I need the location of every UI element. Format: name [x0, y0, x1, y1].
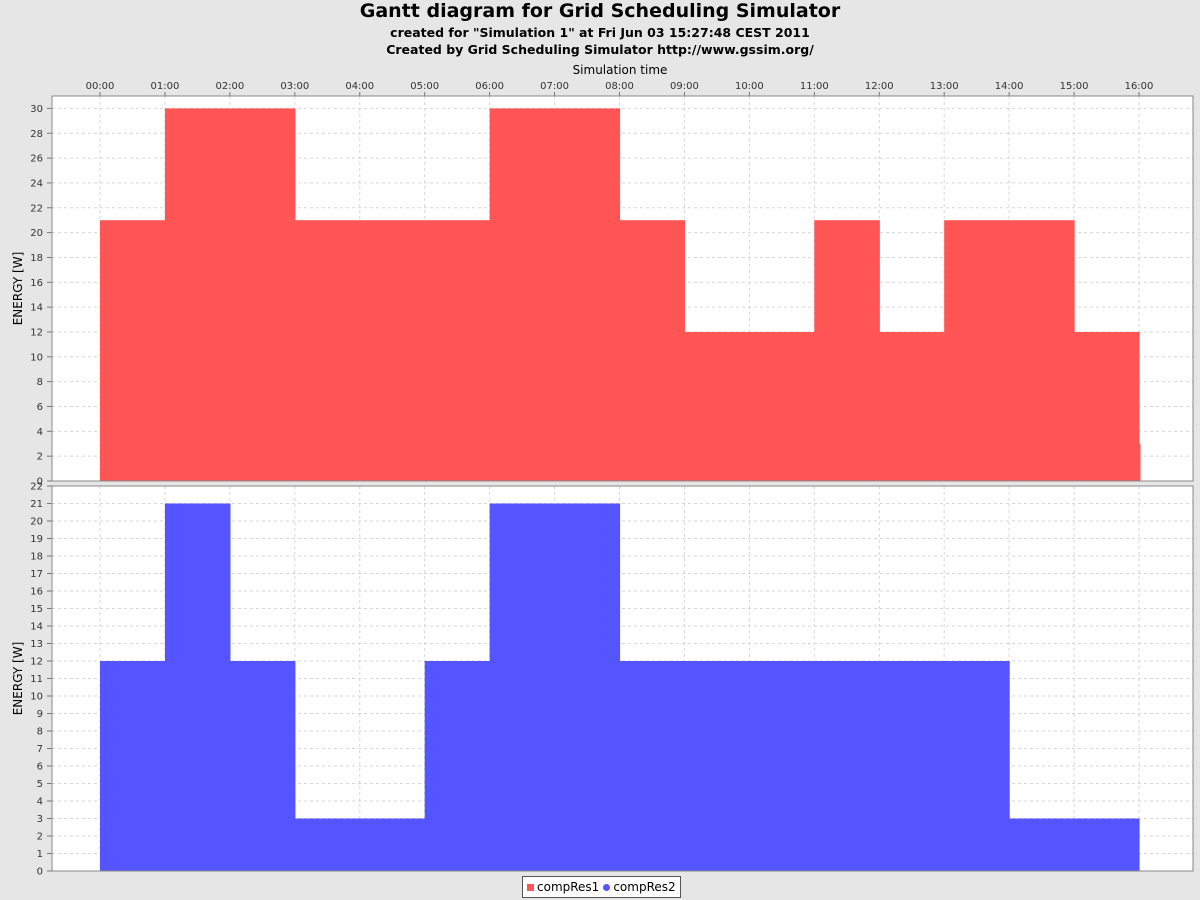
x-tick-label: 05:00 — [410, 81, 439, 92]
y-tick-label: 24 — [30, 178, 43, 189]
y-tick-label: 26 — [30, 154, 43, 165]
y-tick-label: 16 — [30, 278, 43, 289]
data-bar — [619, 220, 686, 481]
x-tick-label: 08:00 — [605, 81, 634, 92]
data-bar — [879, 331, 945, 481]
y-axis-label: ENERGY [W] — [11, 642, 25, 716]
y-tick-label: 12 — [30, 327, 43, 338]
y-tick-label: 3 — [37, 814, 43, 825]
data-bar — [164, 108, 296, 481]
x-tick-label: 13:00 — [930, 81, 959, 92]
x-tick-label: 11:00 — [800, 81, 829, 92]
legend-label-compRes1: compRes1 — [537, 880, 600, 894]
chart-title: Gantt diagram for Grid Scheduling Simula… — [359, 0, 841, 22]
x-tick-label: 01:00 — [151, 81, 180, 92]
legend-label-compRes2: compRes2 — [613, 880, 676, 894]
y-tick-label: 14 — [30, 622, 43, 633]
y-tick-label: 5 — [37, 779, 43, 790]
y-tick-label: 19 — [30, 534, 43, 545]
y-tick-label: 1 — [37, 849, 43, 860]
x-tick-label: 12:00 — [865, 81, 894, 92]
y-tick-label: 0 — [37, 477, 43, 488]
legend: compRes1 compRes2 — [522, 876, 681, 898]
plot-frame — [51, 95, 1194, 482]
y-tick-label: 17 — [30, 569, 43, 580]
data-bar — [944, 220, 1075, 481]
y-tick-label: 20 — [30, 517, 43, 528]
y-tick-label: 22 — [30, 203, 43, 214]
x-tick-label: 06:00 — [475, 81, 504, 92]
data-bar — [1009, 818, 1140, 871]
data-bar — [684, 331, 815, 481]
x-axis-ticks: 00:00 01:00 02:00 03:00 04:00 05:00 06:00 07:00… — [86, 81, 1154, 96]
data-bar-end — [1139, 443, 1141, 481]
x-tick-label: 16:00 — [1125, 81, 1154, 92]
y-tick-label: 10 — [30, 352, 43, 363]
x-tick-label: 10:00 — [735, 81, 764, 92]
y-tick-label: 6 — [37, 762, 43, 773]
legend-item-compRes1: compRes1 — [527, 880, 599, 894]
x-tick-label: 00:00 — [86, 81, 115, 92]
x-axis-label: Simulation time — [573, 63, 668, 77]
plot-frame — [51, 485, 1194, 872]
data-bar — [229, 661, 296, 871]
y-tick-label: 4 — [37, 797, 43, 808]
x-tick-label: 04:00 — [345, 81, 374, 92]
y-tick-label: 8 — [37, 727, 43, 738]
series-compRes1 — [100, 108, 1141, 481]
data-bar — [489, 108, 621, 481]
y-tick-label: 6 — [37, 402, 43, 413]
legend-swatch-compRes2 — [603, 883, 611, 891]
y-tick-label: 14 — [30, 303, 43, 314]
data-bar — [489, 503, 621, 871]
data-bar — [100, 661, 166, 871]
x-tick-label: 09:00 — [670, 81, 699, 92]
data-bar — [619, 661, 1010, 871]
x-tick-label: 07:00 — [540, 81, 569, 92]
y-tick-label: 18 — [30, 253, 43, 264]
data-bar — [294, 818, 426, 871]
y-tick-label: 20 — [30, 228, 43, 239]
x-tick-label: 14:00 — [995, 81, 1024, 92]
x-tick-label: 02:00 — [215, 81, 244, 92]
y-axis-label: ENERGY [W] — [11, 252, 25, 326]
data-bar — [1074, 331, 1140, 481]
chart-subtitle-created-for: created for "Simulation 1" at Fri Jun 03… — [390, 25, 810, 40]
y-tick-label: 0 — [37, 867, 43, 878]
y-tick-label: 9 — [37, 709, 43, 720]
y-tick-label: 21 — [30, 499, 43, 510]
chart-subtitle-created-by: Created by Grid Scheduling Simulator htt… — [386, 42, 814, 57]
y-tick-label: 18 — [30, 552, 43, 563]
y-tick-label: 4 — [37, 427, 43, 438]
x-tick-label: 15:00 — [1060, 81, 1089, 92]
y-tick-label: 13 — [30, 639, 43, 650]
y-tick-label: 7 — [37, 744, 43, 755]
plot-panel-compRes2: 012345678910111213141516171819202122ENER… — [11, 482, 1194, 878]
legend-swatch-compRes1 — [527, 883, 534, 891]
data-bar — [814, 220, 880, 481]
y-tick-label: 8 — [37, 377, 43, 388]
legend-item-compRes2: compRes2 — [603, 880, 676, 894]
y-tick-label: 11 — [30, 674, 43, 685]
x-tick-label: 03:00 — [280, 81, 309, 92]
y-tick-label: 2 — [37, 452, 43, 463]
y-tick-label: 12 — [30, 657, 43, 668]
y-tick-label: 28 — [30, 129, 43, 140]
y-tick-label: 16 — [30, 587, 43, 598]
y-tick-label: 15 — [30, 604, 43, 615]
y-tick-label: 10 — [30, 692, 43, 703]
y-tick-label: 30 — [30, 104, 43, 115]
series-compRes2 — [100, 503, 1140, 871]
data-bar — [424, 661, 491, 871]
data-bar — [294, 220, 491, 481]
y-tick-label: 2 — [37, 832, 43, 843]
data-bar — [100, 220, 166, 481]
y-tick-label: 22 — [30, 482, 43, 493]
data-bar — [164, 503, 231, 871]
